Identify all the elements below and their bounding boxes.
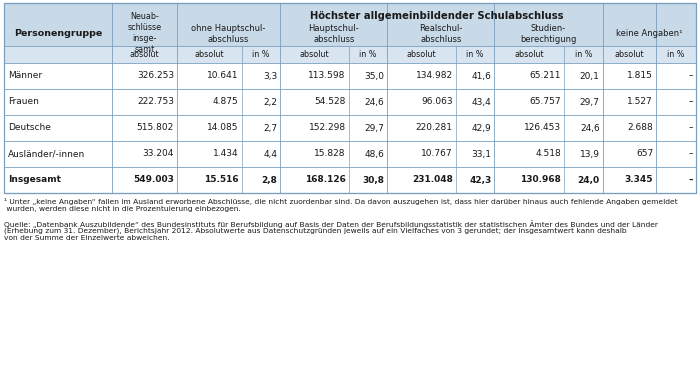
Bar [4, 141, 696, 167]
Bar [4, 63, 696, 89]
Text: 1.815: 1.815 [627, 71, 653, 81]
Text: 35,0: 35,0 [364, 71, 384, 81]
Bar [4, 3, 696, 193]
Text: 3,3: 3,3 [263, 71, 277, 81]
Bar [4, 167, 696, 193]
Text: in %: in % [466, 50, 484, 59]
Text: von der Summe der Einzelwerte abweichen.: von der Summe der Einzelwerte abweichen. [4, 235, 169, 242]
Text: in %: in % [575, 50, 592, 59]
Text: absolut: absolut [615, 50, 644, 59]
Text: 2.688: 2.688 [627, 123, 653, 132]
Bar [4, 3, 696, 193]
Text: 4.875: 4.875 [213, 97, 239, 107]
Text: 41,6: 41,6 [472, 71, 491, 81]
Text: 15.516: 15.516 [204, 176, 239, 184]
Text: 29,7: 29,7 [580, 97, 600, 107]
Text: 33.204: 33.204 [143, 149, 174, 158]
Text: 515.802: 515.802 [136, 123, 174, 132]
Bar [177, 46, 696, 63]
Text: wurden, werden diese nicht in die Prozentuierung einbezogen.: wurden, werden diese nicht in die Prozen… [4, 205, 241, 212]
Text: keine Angaben¹: keine Angaben¹ [616, 29, 682, 38]
Text: 54.528: 54.528 [314, 97, 346, 107]
Text: –: – [689, 97, 693, 107]
Text: absolut: absolut [407, 50, 436, 59]
Text: 29,7: 29,7 [365, 123, 384, 132]
Text: 1.434: 1.434 [213, 149, 239, 158]
Text: 126.453: 126.453 [524, 123, 561, 132]
Text: 220.281: 220.281 [416, 123, 453, 132]
Text: 96.063: 96.063 [421, 97, 453, 107]
Text: Insgesamt: Insgesamt [8, 176, 61, 184]
Text: –: – [689, 176, 693, 184]
Text: 168.126: 168.126 [305, 176, 346, 184]
Text: 222.753: 222.753 [137, 97, 174, 107]
Text: Männer: Männer [8, 71, 42, 81]
Bar [4, 115, 696, 141]
Text: absolut: absolut [195, 50, 224, 59]
Text: 4,4: 4,4 [263, 149, 277, 158]
Text: 134.982: 134.982 [416, 71, 453, 81]
Text: 65.757: 65.757 [529, 97, 561, 107]
Text: Hauptschul-
abschluss: Hauptschul- abschluss [309, 24, 359, 44]
Text: 231.048: 231.048 [412, 176, 453, 184]
Text: 20,1: 20,1 [580, 71, 600, 81]
Text: 152.298: 152.298 [309, 123, 346, 132]
Text: 4.518: 4.518 [536, 149, 561, 158]
Text: Personengruppe: Personengruppe [14, 29, 102, 37]
Text: ¹ Unter „keine Angaben“ fallen im Ausland erworbene Abschlüsse, die nicht zuorde: ¹ Unter „keine Angaben“ fallen im Auslan… [4, 198, 678, 205]
Text: 10.767: 10.767 [421, 149, 453, 158]
Text: Neuab-
schlüsse
insge-
samt: Neuab- schlüsse insge- samt [127, 12, 162, 54]
Bar [112, 46, 177, 63]
Text: 24,0: 24,0 [578, 176, 600, 184]
Text: Frauen: Frauen [8, 97, 39, 107]
Text: Höchster allgemeinbildender Schulabschluss: Höchster allgemeinbildender Schulabschlu… [309, 11, 564, 21]
Text: Quelle: „Datenbank Auszubildende“ des Bundesinstituts für Berufsbildung auf Basi: Quelle: „Datenbank Auszubildende“ des Bu… [4, 220, 658, 228]
Text: 24,6: 24,6 [365, 97, 384, 107]
Bar [4, 3, 696, 63]
Text: 33,1: 33,1 [471, 149, 491, 158]
Text: 2,7: 2,7 [263, 123, 277, 132]
Text: 43,4: 43,4 [472, 97, 491, 107]
Text: 10.641: 10.641 [207, 71, 239, 81]
Text: absolut: absolut [300, 50, 329, 59]
Text: 65.211: 65.211 [530, 71, 561, 81]
Text: –: – [689, 149, 693, 158]
Text: 2,8: 2,8 [261, 176, 277, 184]
Text: 326.253: 326.253 [137, 71, 174, 81]
Text: 14.085: 14.085 [207, 123, 239, 132]
Text: –: – [689, 123, 693, 132]
Text: 42,9: 42,9 [472, 123, 491, 132]
Text: 130.968: 130.968 [520, 176, 561, 184]
Text: absolut: absolut [130, 50, 160, 59]
Text: Realschul-
abschluss: Realschul- abschluss [419, 24, 463, 44]
Text: 15.828: 15.828 [314, 149, 346, 158]
Text: Studien-
berechtigung: Studien- berechtigung [520, 24, 577, 44]
Text: in %: in % [359, 50, 377, 59]
Text: 42,3: 42,3 [469, 176, 491, 184]
Text: absolut: absolut [514, 50, 544, 59]
Text: –: – [689, 71, 693, 81]
Bar [4, 89, 696, 115]
Text: in %: in % [667, 50, 685, 59]
Text: ohne Hauptschul-
abschluss: ohne Hauptschul- abschluss [192, 24, 266, 44]
Text: 113.598: 113.598 [309, 71, 346, 81]
Text: 13,9: 13,9 [580, 149, 600, 158]
Text: 549.003: 549.003 [133, 176, 174, 184]
Text: Deutsche: Deutsche [8, 123, 51, 132]
Text: (Erhebung zum 31. Dezember), Berichtsjahr 2012. Absolutwerte aus Datenschutzgrün: (Erhebung zum 31. Dezember), Berichtsjah… [4, 228, 626, 235]
Text: 30,8: 30,8 [363, 176, 384, 184]
Text: 48,6: 48,6 [365, 149, 384, 158]
Text: Ausländer/-innen: Ausländer/-innen [8, 149, 85, 158]
Bar [4, 46, 112, 63]
Text: in %: in % [252, 50, 270, 59]
Text: 2,2: 2,2 [263, 97, 277, 107]
Text: 3.345: 3.345 [624, 176, 653, 184]
Text: 1.527: 1.527 [627, 97, 653, 107]
Text: 657: 657 [636, 149, 653, 158]
Text: 24,6: 24,6 [580, 123, 600, 132]
